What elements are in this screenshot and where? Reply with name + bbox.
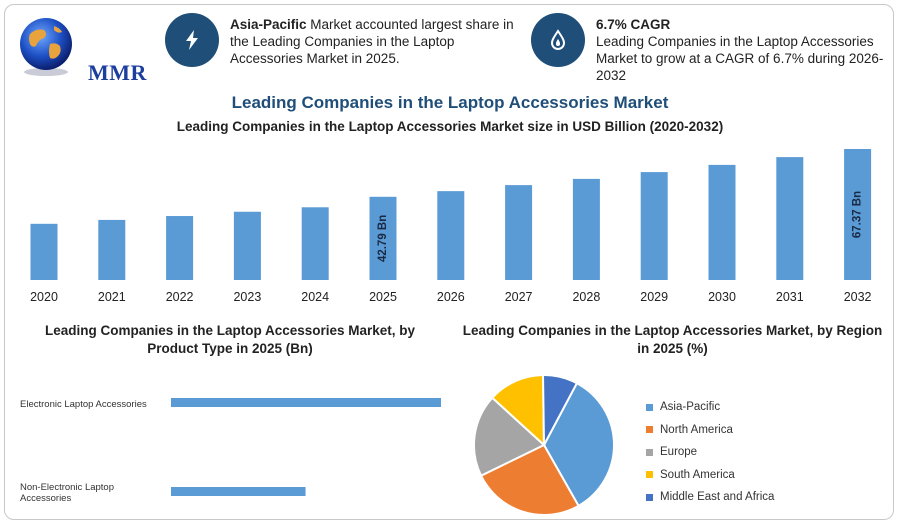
stat-highlight: 6.7% CAGR [596, 17, 671, 32]
pie-legend: Asia-Pacific North America Europe South … [646, 396, 774, 509]
stat-description: Market accounted largest share in the Le… [230, 17, 514, 66]
lightning-icon [165, 13, 219, 67]
bar-2026 [437, 191, 465, 280]
bar-2028 [572, 178, 600, 280]
bar-2024 [301, 207, 329, 280]
stat-asia-pacific: Asia-Pacific Market accounted largest sh… [230, 16, 520, 67]
logo-text: MMR [88, 60, 147, 85]
legend-item: South America [646, 464, 774, 487]
hbar-category-label: Electronic Laptop Accessories [20, 399, 147, 410]
legend-label: Europe [660, 446, 698, 459]
pie-slice-north-america [479, 443, 580, 516]
bar-data-label: 67.37 Bn [852, 191, 864, 238]
globe-icon [20, 18, 72, 76]
bar-data-label: 42.79 Bn [377, 215, 389, 262]
bar-2030 [708, 164, 736, 280]
x-tick-label: 2028 [572, 290, 600, 304]
x-tick-label: 2023 [233, 290, 261, 304]
legend-item: Middle East and Africa [646, 486, 774, 509]
legend-label: Middle East and Africa [660, 491, 775, 504]
legend-swatch [646, 493, 653, 501]
legend-label: North America [660, 423, 733, 436]
x-tick-label: 2032 [844, 290, 872, 304]
hbar-0 [171, 398, 441, 407]
legend-item: Asia-Pacific [646, 396, 774, 419]
main-title: Leading Companies in the Laptop Accessor… [231, 93, 669, 112]
x-tick-label: 2031 [776, 290, 804, 304]
infographic-frame [4, 4, 894, 520]
bar-2029 [640, 172, 668, 280]
stat-highlight: Asia-Pacific [230, 17, 307, 32]
bar-2027 [505, 185, 533, 280]
legend-label: Asia-Pacific [660, 401, 721, 414]
bar-2022 [166, 216, 194, 280]
bar-2021 [98, 219, 126, 280]
pie-slice-middle-east-and-africa [542, 375, 579, 446]
x-tick-label: 2029 [640, 290, 668, 304]
x-tick-label: 2022 [166, 290, 194, 304]
legend-swatch [646, 471, 653, 479]
legend-swatch [646, 403, 653, 411]
legend-label: South America [660, 468, 735, 481]
legend-swatch [646, 448, 653, 456]
product-type-bar-chart [171, 398, 441, 496]
bar-2020 [30, 223, 58, 280]
drop-icon [531, 13, 585, 67]
region-pie-chart [473, 375, 615, 516]
x-tick-label: 2021 [98, 290, 126, 304]
stat-description: Leading Companies in the Laptop Accessor… [596, 34, 884, 83]
x-tick-label: 2027 [505, 290, 533, 304]
pie-slice-europe [473, 396, 546, 478]
x-tick-label: 2020 [30, 290, 58, 304]
product-type-chart-title: Leading Companies in the Laptop Accessor… [44, 323, 416, 356]
x-tick-label: 2024 [301, 290, 329, 304]
legend-item: Europe [646, 441, 774, 464]
hbar-category-label: Non-Electronic Laptop Accessories [20, 482, 114, 504]
bar-2032 [844, 149, 872, 280]
bar-2023 [233, 211, 261, 280]
bar-2031 [776, 157, 804, 280]
x-tick-label: 2026 [437, 290, 465, 304]
bar-chart-subtitle: Leading Companies in the Laptop Accessor… [176, 119, 724, 134]
bar-2025 [369, 196, 397, 280]
legend-item: North America [646, 419, 774, 442]
hbar-1 [171, 487, 306, 496]
x-tick-label: 2025 [369, 290, 397, 304]
pie-slice-south-america [490, 375, 546, 448]
market-size-bar-chart: 2020 2021 2022 2023 2024 2025 2026 2027 2028 2029… [30, 149, 872, 304]
stat-cagr: 6.7% CAGR Leading Companies in the Lapto… [596, 16, 886, 84]
x-tick-label: 2030 [708, 290, 736, 304]
mmr-logo: MMR [16, 14, 146, 85]
legend-swatch [646, 426, 653, 434]
region-chart-title: Leading Companies in the Laptop Accessor… [462, 323, 883, 356]
